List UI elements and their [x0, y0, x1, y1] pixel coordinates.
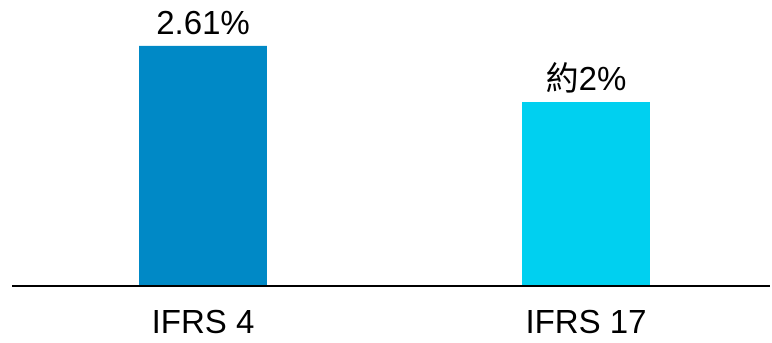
bars-group	[139, 45, 650, 286]
labels-group: 2.61% IFRS 4 約2% IFRS 17	[152, 4, 647, 340]
data-label-ifrs-17: 約2%	[546, 60, 627, 97]
bar-ifrs-4	[139, 45, 267, 286]
bar-ifrs-17	[522, 102, 650, 286]
x-tick-label-ifrs-4: IFRS 4	[152, 303, 255, 340]
data-label-ifrs-4: 2.61%	[156, 4, 250, 41]
x-tick-label-ifrs-17: IFRS 17	[525, 303, 646, 340]
